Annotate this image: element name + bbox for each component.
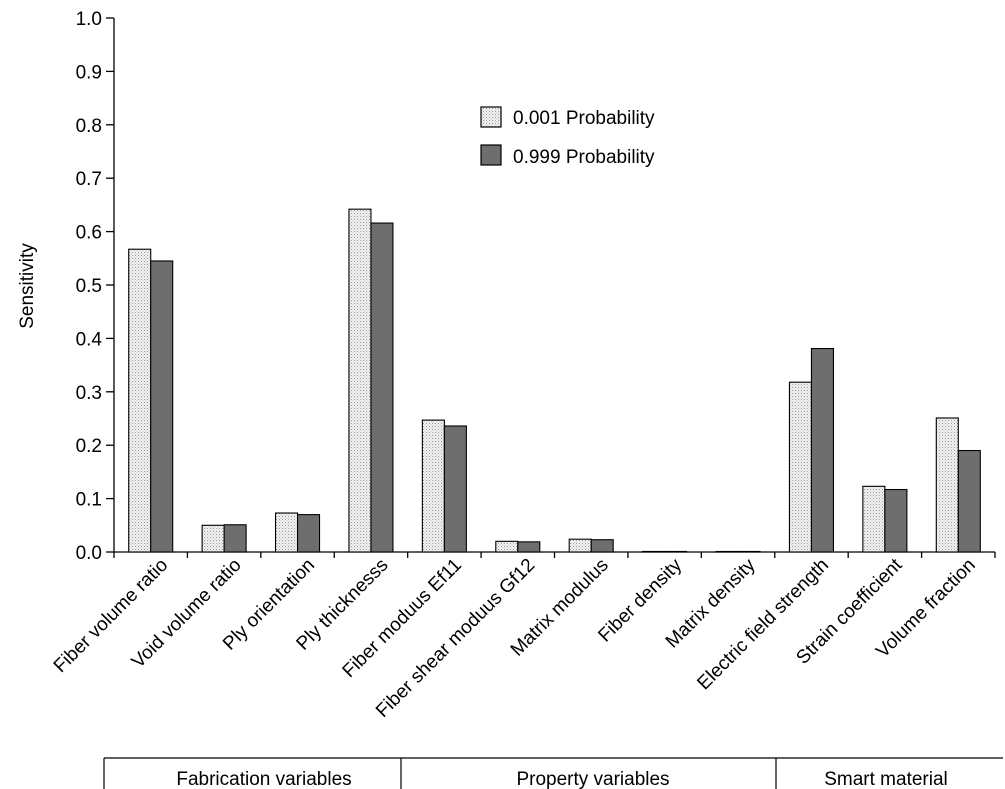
legend-label-series-2: 0.999 Probability	[513, 147, 655, 168]
bar-p0001-6	[568, 538, 592, 553]
y-tick-label: 0.1	[76, 490, 102, 511]
y-tick-label: 0.6	[76, 223, 102, 244]
y-axis-label: Sensitivity	[17, 243, 38, 329]
category-label-9: Electric field strength	[693, 555, 833, 695]
bar-p0001-8	[715, 550, 739, 553]
y-tick-label: 0.8	[76, 116, 102, 137]
group-label-property: Property variables	[516, 769, 669, 789]
bar-p0001-2	[274, 512, 299, 553]
bar-p0999-9	[810, 347, 835, 553]
x-axis	[113, 551, 996, 558]
bar-p0999-4	[443, 425, 467, 553]
bar-p0999-7	[664, 550, 688, 553]
legend-swatch-series-1	[480, 106, 502, 128]
bar-p0999-6	[590, 539, 614, 553]
bar-p0001-0	[128, 248, 152, 553]
y-tick-label: 0.5	[76, 276, 102, 297]
bar-p0999-1	[223, 524, 247, 553]
y-tick-label: 0.7	[76, 169, 102, 190]
group-table: Fabrication variables Property variables…	[103, 757, 1003, 789]
bar-p0001-3	[348, 208, 372, 553]
y-tick-label: 0.4	[76, 329, 103, 350]
y-tick-label: 0.2	[76, 436, 102, 457]
y-axis: 0.0 0.1 0.2 0.3 0.4 0.5 0.6 0.7 0.8 0.9 1.0	[76, 9, 115, 564]
y-tick-label: 0.3	[76, 383, 102, 404]
bar-p0999-11	[957, 449, 981, 553]
group-label-smart-material: Smart material	[824, 769, 948, 789]
bar-p0999-3	[370, 222, 394, 553]
y-tick-label: 0.0	[76, 543, 102, 564]
bar-p0001-7	[642, 550, 666, 553]
y-tick-label: 1.0	[76, 9, 102, 30]
bar-p0001-4	[421, 419, 445, 553]
bar-p0999-8	[737, 550, 761, 553]
bar-p0001-9	[788, 381, 813, 553]
bars	[128, 208, 981, 553]
bar-p0999-5	[517, 541, 541, 553]
legend-label-series-1: 0.001 Probability	[513, 108, 655, 129]
bar-p0999-2	[296, 514, 321, 553]
bar-p0001-5	[495, 540, 519, 553]
bar-p0999-0	[150, 260, 174, 553]
legend: 0.001 Probability 0.999 Probability	[480, 106, 655, 168]
bar-p0999-10	[884, 488, 908, 553]
bar-p0001-10	[862, 485, 886, 553]
legend-swatch-series-2	[480, 144, 502, 166]
bar-p0001-1	[201, 524, 225, 553]
group-label-fabrication: Fabrication variables	[176, 769, 351, 789]
y-tick-label: 0.9	[76, 62, 102, 83]
bar-p0001-11	[935, 417, 959, 553]
